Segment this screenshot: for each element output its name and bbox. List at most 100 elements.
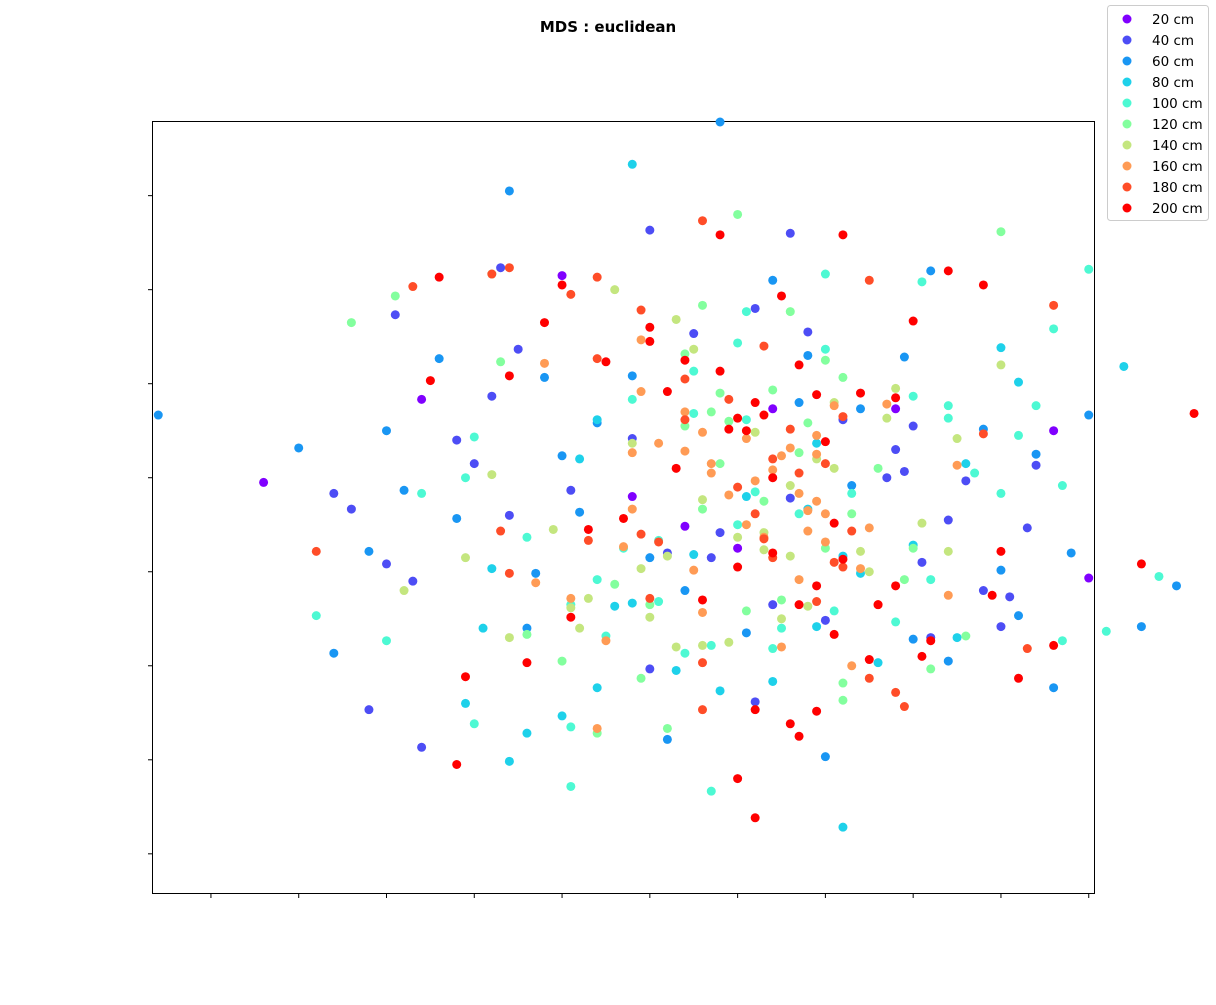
data-point xyxy=(768,454,778,464)
data-point xyxy=(864,673,874,683)
data-point xyxy=(522,623,532,633)
data-point xyxy=(1022,523,1032,533)
data-point xyxy=(812,390,822,400)
data-point xyxy=(899,702,909,712)
data-point xyxy=(812,581,822,591)
data-point xyxy=(803,526,813,536)
data-point xyxy=(460,473,470,483)
data-point xyxy=(891,393,901,403)
data-point xyxy=(856,564,866,574)
data-point xyxy=(741,606,751,616)
data-point xyxy=(987,590,997,600)
data-point xyxy=(926,636,936,646)
data-point xyxy=(680,415,690,425)
series-20-cm xyxy=(259,271,1094,583)
data-point xyxy=(671,314,681,324)
data-point xyxy=(768,548,778,558)
data-point xyxy=(943,515,953,525)
data-point xyxy=(943,590,953,600)
data-point xyxy=(750,697,760,707)
data-point xyxy=(654,438,664,448)
data-point xyxy=(610,285,620,295)
data-point xyxy=(1031,401,1041,411)
data-point xyxy=(487,470,497,480)
data-point xyxy=(715,686,725,696)
data-point xyxy=(680,586,690,596)
data-point xyxy=(557,656,567,666)
data-point xyxy=(794,509,804,519)
data-point xyxy=(794,600,804,610)
legend-marker xyxy=(1122,14,1132,24)
data-point xyxy=(504,568,514,578)
data-point xyxy=(794,468,804,478)
data-point xyxy=(539,318,549,328)
data-point xyxy=(522,532,532,542)
data-point xyxy=(645,664,655,674)
data-point xyxy=(636,564,646,574)
data-point xyxy=(689,329,699,339)
data-point xyxy=(750,813,760,823)
data-point xyxy=(873,658,883,668)
data-point xyxy=(469,719,479,729)
data-point xyxy=(1172,581,1182,591)
data-point xyxy=(627,159,637,169)
data-point xyxy=(645,322,655,332)
data-point xyxy=(583,524,593,534)
data-point xyxy=(627,492,637,502)
data-point xyxy=(680,648,690,658)
data-point xyxy=(496,526,506,536)
data-point xyxy=(864,567,874,577)
data-point xyxy=(627,438,637,448)
data-point xyxy=(469,432,479,442)
data-point xyxy=(777,614,787,624)
data-point xyxy=(504,510,514,520)
data-point xyxy=(864,523,874,533)
legend-frame xyxy=(1107,5,1209,221)
data-point xyxy=(671,665,681,675)
data-point xyxy=(689,408,699,418)
data-point xyxy=(487,269,497,279)
data-point xyxy=(733,482,743,492)
data-point xyxy=(820,344,830,354)
data-point xyxy=(557,451,567,461)
data-point xyxy=(908,316,918,326)
data-point xyxy=(829,629,839,639)
data-point xyxy=(908,634,918,644)
data-point xyxy=(741,415,751,425)
data-point xyxy=(803,601,813,611)
data-point xyxy=(1049,640,1059,650)
legend-label: 140 cm xyxy=(1152,138,1203,154)
legend-marker xyxy=(1122,56,1132,66)
data-point xyxy=(522,658,532,668)
data-point xyxy=(750,705,760,715)
data-point xyxy=(891,383,901,393)
legend-label: 120 cm xyxy=(1152,117,1203,133)
legend-marker xyxy=(1122,140,1132,150)
data-point xyxy=(978,429,988,439)
data-point xyxy=(425,376,435,386)
series-40-cm xyxy=(329,225,1041,752)
legend: 20 cm 40 cm 60 cm 80 cm 100 cm 120 cm 140 cm 16… xyxy=(1107,5,1209,221)
data-point xyxy=(978,280,988,290)
data-point xyxy=(1136,559,1146,569)
data-point xyxy=(820,543,830,553)
data-point xyxy=(812,449,822,459)
data-point xyxy=(557,271,567,281)
data-point xyxy=(908,391,918,401)
data-points xyxy=(153,117,1199,832)
data-point xyxy=(311,611,321,621)
data-point xyxy=(399,586,409,596)
data-point xyxy=(689,366,699,376)
data-point xyxy=(820,355,830,365)
data-point xyxy=(943,546,953,556)
data-point xyxy=(785,443,795,453)
data-point xyxy=(768,644,778,654)
data-point xyxy=(575,623,585,633)
data-point xyxy=(566,612,576,622)
data-point xyxy=(838,230,848,240)
data-point xyxy=(610,601,620,611)
data-point xyxy=(829,557,839,567)
data-point xyxy=(864,275,874,285)
data-point xyxy=(627,504,637,514)
data-point xyxy=(733,520,743,530)
